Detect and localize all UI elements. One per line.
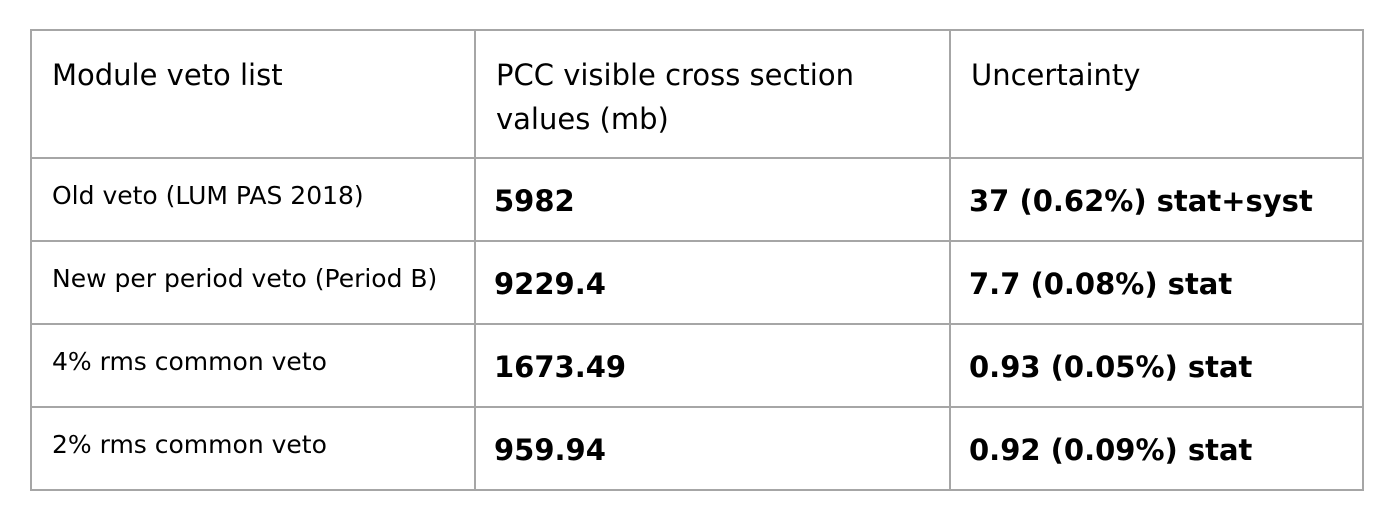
uncertainty-value: 37 (0.62%) stat+syst xyxy=(949,157,1364,242)
table-row: 4% rms common veto 1673.49 0.93 (0.05%) … xyxy=(30,323,1364,408)
table-header-row: Module veto list PCC visible cross secti… xyxy=(30,29,1364,159)
cross-section-value: 1673.49 xyxy=(474,323,951,408)
uncertainty-value: 0.92 (0.09%) stat xyxy=(949,406,1364,491)
cross-section-value: 5982 xyxy=(474,157,951,242)
cross-section-value: 959.94 xyxy=(474,406,951,491)
row-label: 2% rms common veto xyxy=(30,406,476,491)
veto-cross-section-table: Module veto list PCC visible cross secti… xyxy=(30,29,1364,491)
table-row: Old veto (LUM PAS 2018) 5982 37 (0.62%) … xyxy=(30,157,1364,242)
row-label: New per period veto (Period B) xyxy=(30,240,476,325)
header-cross-section: PCC visible cross section values (mb) xyxy=(474,29,951,159)
row-label: Old veto (LUM PAS 2018) xyxy=(30,157,476,242)
uncertainty-value: 0.93 (0.05%) stat xyxy=(949,323,1364,408)
header-module-veto-list: Module veto list xyxy=(30,29,476,159)
uncertainty-value: 7.7 (0.08%) stat xyxy=(949,240,1364,325)
cross-section-value: 9229.4 xyxy=(474,240,951,325)
table-row: 2% rms common veto 959.94 0.92 (0.09%) s… xyxy=(30,406,1364,491)
table-row: New per period veto (Period B) 9229.4 7.… xyxy=(30,240,1364,325)
header-uncertainty: Uncertainty xyxy=(949,29,1364,159)
row-label: 4% rms common veto xyxy=(30,323,476,408)
